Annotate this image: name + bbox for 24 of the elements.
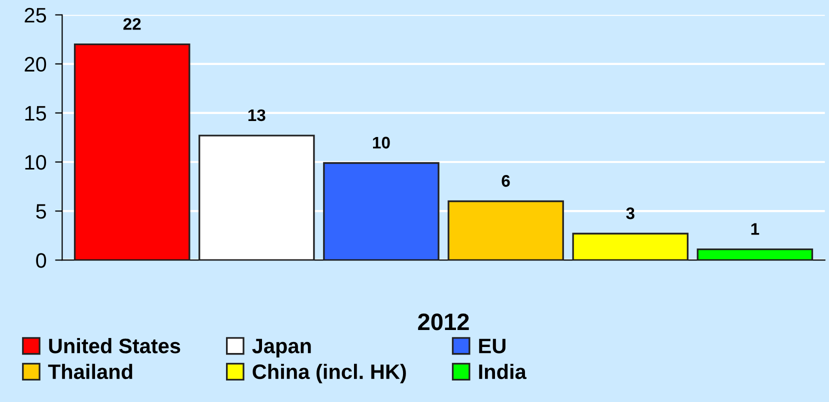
legend-label: Japan xyxy=(252,338,311,358)
legend-label: United States xyxy=(49,338,180,354)
y-tick-label: 25 xyxy=(24,8,46,23)
bar xyxy=(572,232,689,260)
legend-label: EU xyxy=(479,338,506,354)
legend-label: Thailand xyxy=(48,364,132,380)
y-tick-label: 0 xyxy=(36,253,46,268)
bar xyxy=(448,200,564,260)
y-tick-label: 20 xyxy=(24,56,46,72)
x-tick-label: 2012 xyxy=(418,313,469,330)
legend-label: India xyxy=(479,364,527,380)
legend-label: China (incl. HK) xyxy=(252,364,406,384)
y-tick-label: 10 xyxy=(25,155,46,170)
bar xyxy=(323,162,440,260)
data-label: 6 xyxy=(502,175,510,187)
bar xyxy=(696,248,814,260)
data-label: 10 xyxy=(373,136,390,149)
data-label: 13 xyxy=(248,109,266,122)
data-label: 1 xyxy=(751,223,760,235)
data-label: 3 xyxy=(626,207,634,220)
data-label: 22 xyxy=(123,18,141,30)
bar xyxy=(74,43,190,260)
y-tick-label: 5 xyxy=(36,204,46,219)
y-tick-label: 15 xyxy=(25,106,46,121)
